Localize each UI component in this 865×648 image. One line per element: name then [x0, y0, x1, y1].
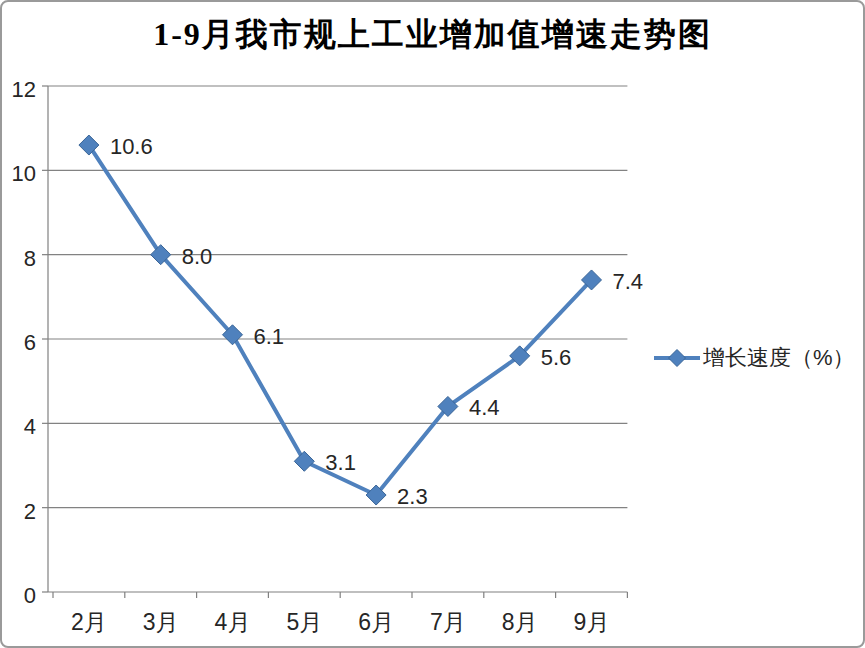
plot-area: 0 2 4 6 8 10 12 2月 3月 4月 5月 6月 7月 8月 9月 10.6 8.0 6.1 3.1 2.… [0, 0, 865, 648]
data-label: 8.0 [182, 244, 213, 269]
y-tick-label: 10 [12, 161, 36, 186]
data-label: 6.1 [254, 324, 285, 349]
y-tick-label: 12 [12, 77, 36, 102]
legend: 增长速度（%） [654, 343, 855, 373]
x-tick-label: 6月 [358, 609, 394, 635]
x-tick-label: 4月 [215, 609, 251, 635]
x-tick-label: 9月 [574, 609, 610, 635]
data-label: 3.1 [325, 450, 356, 475]
data-label: 5.6 [541, 345, 572, 370]
legend-series-label: 增长速度（%） [703, 343, 855, 373]
y-tick-label: 0 [24, 583, 36, 608]
y-tick-label: 2 [24, 499, 36, 524]
data-point-marker [294, 451, 314, 471]
data-point-marker [79, 135, 99, 155]
trend-line [89, 145, 592, 495]
y-tick-label: 4 [24, 414, 36, 439]
x-tick-label: 7月 [430, 609, 466, 635]
data-label: 10.6 [110, 134, 153, 159]
y-tick-label: 8 [24, 246, 36, 271]
x-tick-label: 5月 [286, 609, 322, 635]
y-tick-label: 6 [24, 330, 36, 355]
legend-line-marker-icon [654, 348, 700, 368]
data-label: 2.3 [397, 484, 428, 509]
data-label: 4.4 [469, 395, 500, 420]
x-tick-label: 8月 [502, 609, 538, 635]
x-tick-label: 2月 [71, 609, 107, 635]
data-label: 7.4 [613, 269, 644, 294]
x-tick-label: 3月 [143, 609, 179, 635]
